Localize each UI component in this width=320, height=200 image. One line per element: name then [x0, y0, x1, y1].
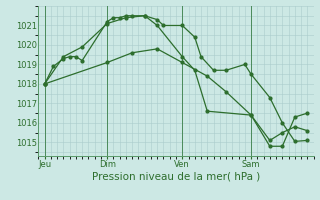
X-axis label: Pression niveau de la mer( hPa ): Pression niveau de la mer( hPa ) — [92, 172, 260, 182]
